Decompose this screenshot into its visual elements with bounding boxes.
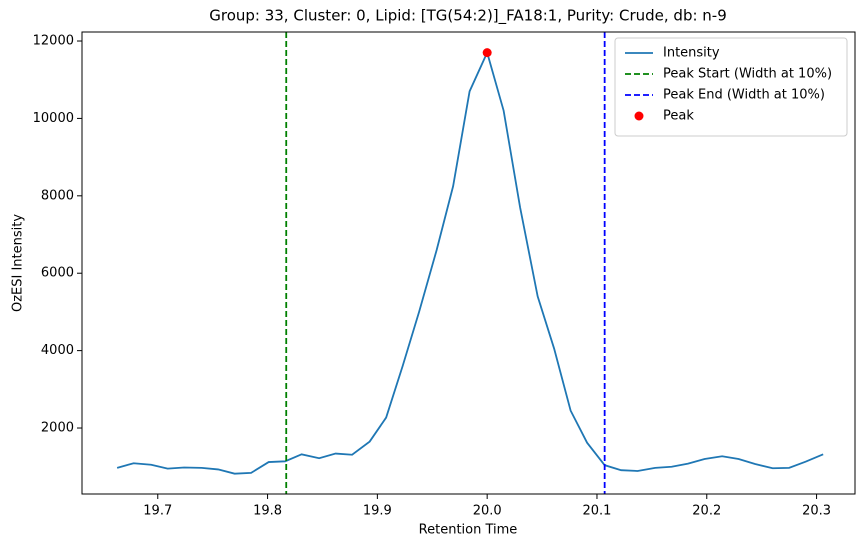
x-tick-label: 19.9: [363, 504, 392, 519]
legend-marker: [634, 111, 644, 121]
peak-point: [482, 48, 492, 58]
plot-frame: [81, 31, 856, 495]
x-axis-label: Retention Time: [419, 523, 518, 538]
y-tick-label: 12000: [33, 34, 74, 49]
y-tick-label: 2000: [41, 421, 74, 436]
y-tick-label: 6000: [41, 266, 74, 281]
line-series: [116, 50, 824, 475]
legend-label: Intensity: [663, 46, 720, 61]
x-tick-label: 19.8: [253, 504, 282, 519]
x-tick-label: 20.0: [473, 504, 502, 519]
legend-label: Peak Start (Width at 10%): [663, 67, 832, 82]
x-tick-label: 19.7: [143, 504, 172, 519]
y-axis-label: OzESI Intensity: [11, 214, 26, 312]
legend-label: Peak: [663, 109, 694, 124]
x-tick-label: 20.1: [582, 504, 611, 519]
y-tick-label: 10000: [33, 111, 74, 126]
y-tick-label: 8000: [41, 188, 74, 203]
x-tick-label: 20.2: [692, 504, 721, 519]
chart-title: Group: 33, Cluster: 0, Lipid: [TG(54:2)]…: [209, 7, 727, 26]
y-tick-label: 4000: [41, 343, 74, 358]
x-tick-label: 20.3: [802, 504, 831, 519]
legend-box: [614, 37, 848, 137]
legend-label: Peak End (Width at 10%): [663, 88, 825, 103]
